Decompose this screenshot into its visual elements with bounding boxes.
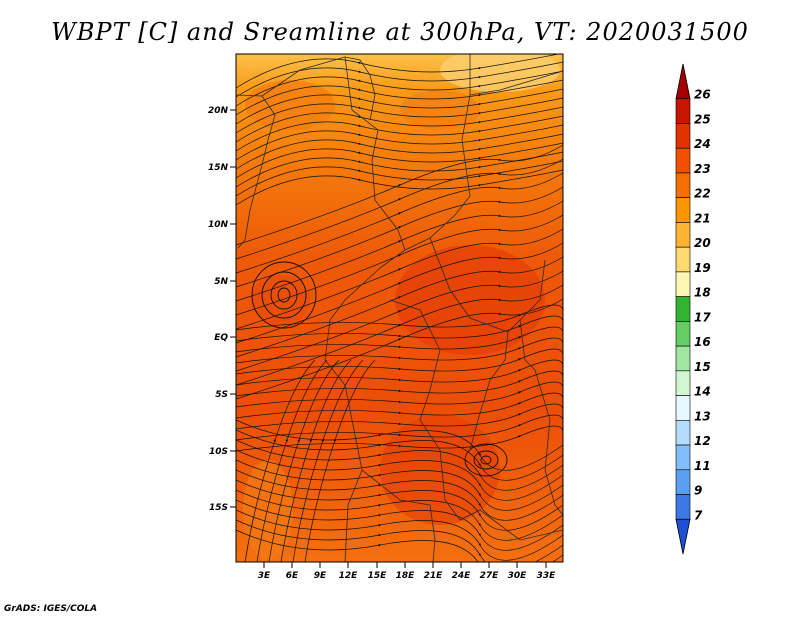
map-title: WBPT [C] and Sreamline at 300hPa, VT: 20… [51, 18, 749, 46]
lat-tick-label: 15S [209, 503, 228, 513]
colorbar-label: 7 [694, 508, 703, 522]
streamline [236, 489, 563, 541]
lat-tick-label: 10N [208, 220, 229, 230]
lon-tick-label: 12E [339, 571, 359, 581]
colorbar-segment [675, 222, 691, 248]
latitude-axis: 20N 15N 10N 5N EQ 5S 10S 15S [208, 106, 236, 513]
vortices [251, 261, 508, 477]
lat-tick-label: 10S [209, 447, 228, 457]
colorbar-segment [675, 494, 691, 520]
streamline [236, 158, 563, 260]
country-boundaries [236, 54, 563, 562]
colorbar-segment [675, 370, 691, 396]
streamline [236, 519, 563, 562]
colorbar-label: 24 [694, 137, 711, 151]
streamlines [236, 54, 563, 562]
streamline [236, 256, 563, 358]
streamline [236, 228, 563, 330]
colorbar-label: 15 [694, 360, 711, 374]
colorbar-arrow-bottom [675, 518, 691, 555]
streamline [244, 359, 316, 562]
grads-credit: GrADS: IGES/COLA [4, 604, 98, 614]
wbpt-patch [243, 460, 293, 560]
streamline [236, 186, 563, 288]
lon-tick-label: 30E [508, 571, 528, 581]
colorbar-label: 19 [694, 261, 711, 275]
map-frame [235, 53, 564, 563]
streamline [236, 172, 563, 274]
streamline [236, 284, 563, 386]
colorbar-label: 23 [694, 162, 711, 176]
streamline [280, 359, 352, 562]
streamline [268, 359, 340, 562]
colorbar-label: 16 [694, 335, 711, 349]
colorbar-segment [675, 197, 691, 223]
colorbar-label: 18 [694, 286, 711, 300]
lat-tick-label: EQ [214, 333, 228, 343]
lon-tick-label: 24E [452, 571, 472, 581]
streamline [256, 359, 328, 562]
colorbar-segment [675, 420, 691, 446]
colorbar: 26 25 24 23 22 21 20 19 18 17 16 15 14 13 12 11 9 7 [675, 63, 711, 555]
wbpt-patch [440, 54, 560, 92]
colorbar-label: 17 [694, 310, 711, 324]
colorbar-label: 12 [694, 434, 711, 448]
streamline [236, 499, 563, 551]
colorbar-label: 21 [694, 211, 711, 225]
colorbar-segment [675, 98, 691, 124]
lon-tick-label: 9E [314, 571, 327, 581]
lat-tick-label: 5S [215, 390, 228, 400]
streamline [236, 242, 563, 344]
streamline [304, 359, 376, 562]
lon-tick-label: 6E [286, 571, 299, 581]
colorbar-label: 9 [694, 484, 702, 498]
colorbar-segment [675, 296, 691, 322]
colorbar-segment [675, 246, 691, 273]
streamline [236, 200, 563, 302]
map-panel [236, 54, 563, 562]
colorbar-segment [675, 321, 691, 347]
streamline [236, 459, 563, 511]
streamline [292, 359, 364, 562]
streamline [236, 479, 563, 531]
colorbar-label: 11 [694, 459, 711, 473]
colorbar-segment [675, 469, 691, 495]
lon-tick-label: 33E [537, 571, 557, 581]
colorbar-segment [675, 172, 691, 198]
streamline [236, 270, 563, 372]
colorbar-label: 26 [694, 88, 711, 102]
colorbar-segment [675, 123, 691, 149]
streamline [236, 439, 563, 491]
lon-tick-label: 3E [258, 571, 271, 581]
streamline [236, 144, 563, 246]
colorbar-label: 22 [694, 187, 711, 201]
colorbar-segment [675, 345, 691, 372]
streamline [236, 449, 563, 501]
lat-tick-label: 5N [214, 277, 228, 287]
streamline [236, 419, 563, 471]
streamline [236, 509, 563, 561]
lon-tick-label: 21E [424, 571, 444, 581]
colorbar-segment [675, 271, 691, 297]
colorbar-segment [675, 147, 691, 174]
longitude-axis: 3E 6E 9E 12E 15E 18E 21E 24E 27E 30E 33E [258, 562, 556, 581]
streamline [236, 214, 563, 316]
colorbar-label: 13 [694, 409, 711, 423]
colorbar-segment [675, 444, 691, 471]
lat-tick-label: 15N [208, 163, 229, 173]
colorbar-label: 25 [694, 112, 711, 126]
wbpt-patch [245, 80, 335, 130]
lon-tick-label: 27E [480, 571, 500, 581]
colorbar-label: 20 [694, 236, 711, 250]
lon-tick-label: 18E [396, 571, 416, 581]
colorbar-segment [675, 395, 691, 421]
colorbar-arrow-top [675, 63, 691, 100]
colorbar-label: 14 [694, 385, 711, 399]
lon-tick-label: 15E [368, 571, 388, 581]
lat-tick-label: 20N [208, 106, 229, 116]
